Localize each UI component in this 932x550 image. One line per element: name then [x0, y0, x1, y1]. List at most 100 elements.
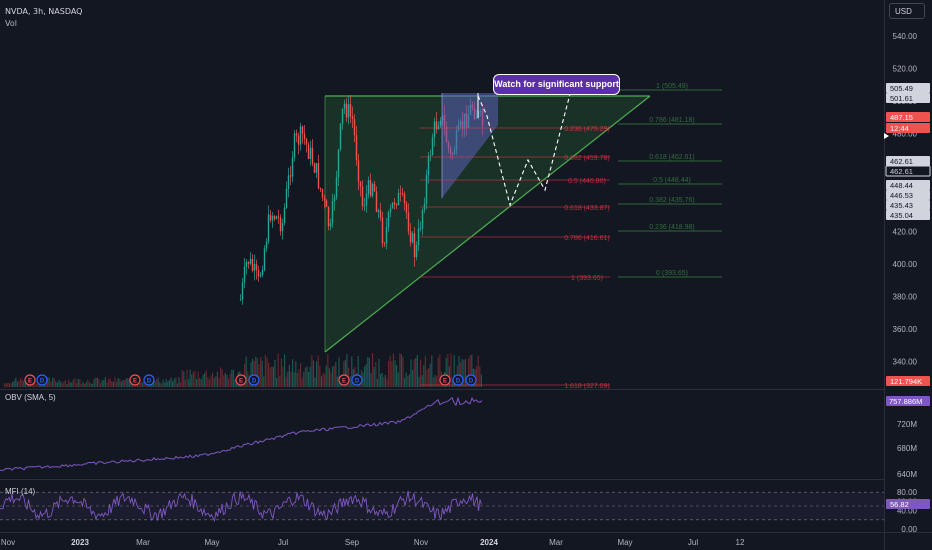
fib-level-label: 0.786 (481.18) — [649, 117, 695, 124]
volume-bar — [180, 382, 182, 387]
volume-bar — [111, 381, 113, 387]
fib-level-label: 0.5 (448.44) — [653, 177, 691, 184]
volume-bar — [15, 377, 17, 387]
volume-bar — [480, 374, 482, 387]
price-tick-label: 400.00 — [893, 260, 918, 269]
candle-body — [319, 188, 322, 190]
volume-bar — [175, 377, 177, 387]
earnings-marker[interactable]: E — [338, 374, 350, 386]
volume-bar — [372, 353, 374, 387]
volume-bar — [346, 354, 348, 387]
fib-retracement-right[interactable]: 1 (505.49) 0.786 (481.18) 0.618 (462.61) 0.… — [618, 83, 722, 278]
volume-bar — [431, 355, 433, 387]
time-axis[interactable]: Nov 2023 Mar May Jul Sep Nov 2024 Mar May Jul 12 — [1, 538, 745, 547]
candle-body — [341, 108, 344, 124]
time-tick-label: Mar — [136, 538, 150, 547]
candle-body — [407, 212, 410, 232]
candle-body — [347, 104, 350, 118]
symbol-title[interactable]: NVDA, 3h, NASDAQ — [5, 7, 83, 16]
marker-circle — [452, 374, 464, 386]
candle-body — [431, 137, 434, 155]
volume-bar — [445, 357, 447, 387]
support-callout[interactable]: Watch for significant support — [493, 74, 620, 95]
earnings-marker[interactable]: E — [24, 374, 36, 386]
volume-bar — [173, 378, 175, 387]
earnings-marker[interactable]: E — [439, 374, 451, 386]
volume-bar — [460, 362, 462, 387]
candle-body — [253, 264, 256, 271]
volume-bar — [77, 378, 79, 387]
candle-body — [371, 183, 374, 196]
candle-body — [321, 189, 324, 198]
earnings-marker[interactable]: E — [235, 374, 247, 386]
dividend-marker[interactable]: D — [452, 374, 464, 386]
volume-bar — [260, 357, 262, 387]
volume-bar — [202, 374, 204, 387]
dividend-marker[interactable]: D — [36, 374, 48, 386]
volume-bar — [436, 376, 438, 387]
volume-bar — [279, 375, 281, 387]
volume-bar — [181, 369, 183, 387]
volume-bar — [298, 369, 300, 387]
candle-body — [271, 216, 274, 221]
candle-body — [415, 245, 418, 258]
volume-bar — [407, 376, 409, 387]
mfi-line — [0, 490, 884, 523]
candle-body — [311, 147, 314, 164]
obv-series-line — [0, 396, 483, 472]
marker-circle — [439, 374, 451, 386]
dividend-marker[interactable]: D — [351, 374, 363, 386]
volume-bar — [10, 383, 12, 387]
volume-bar — [13, 380, 15, 387]
fib-level-label: 0.618 (462.61) — [649, 154, 695, 161]
price-tick-label: 340.00 — [893, 358, 918, 367]
dividend-marker[interactable]: D — [143, 374, 155, 386]
volume-bar — [413, 359, 415, 387]
volume-bar — [402, 356, 404, 387]
candle-body — [245, 262, 248, 267]
volume-bar — [16, 381, 18, 387]
volume-label[interactable]: Vol — [5, 19, 17, 28]
volume-bar — [82, 381, 84, 387]
candle-body — [299, 126, 302, 145]
candle-body — [283, 207, 286, 223]
candle-body — [439, 120, 442, 126]
candle-body — [343, 103, 346, 109]
candle-body — [419, 228, 422, 230]
currency-button[interactable]: USD — [889, 3, 925, 19]
candle-body — [329, 223, 332, 227]
volume-bar — [296, 372, 298, 387]
candle-body — [421, 209, 424, 229]
projected-price-path[interactable] — [477, 93, 571, 207]
volume-bar — [204, 373, 206, 387]
volume-bar — [309, 366, 311, 387]
marker-circle — [235, 374, 247, 386]
fib-retracement-left[interactable]: 0.236 (475.29) 0.382 (459.78) 0.5 (446.80)… — [420, 126, 610, 390]
candle-body — [397, 192, 400, 206]
projection-box[interactable] — [441, 93, 498, 198]
candle-body — [259, 274, 262, 277]
marker-circle — [351, 374, 363, 386]
price-badge-label: 435.43 — [890, 201, 913, 210]
volume-bar — [5, 383, 7, 387]
volume-bar — [338, 357, 340, 387]
candle-body — [427, 155, 430, 176]
candle-body — [257, 270, 260, 277]
volume-bar — [124, 380, 126, 387]
dividend-marker[interactable]: D — [248, 374, 260, 386]
volume-bar — [231, 369, 233, 387]
volume-bar — [319, 365, 321, 387]
volume-bar — [264, 354, 266, 387]
price-badge-label: 462.61 — [890, 157, 913, 166]
volume-bar — [141, 382, 143, 387]
earnings-marker[interactable]: E — [129, 374, 141, 386]
price-badge-label: 446.53 — [890, 191, 913, 200]
volume-bar — [327, 353, 329, 387]
fib-level-label: 1.618 (327.09) — [564, 383, 610, 390]
volume-bar — [394, 360, 396, 387]
volume-bar — [48, 377, 50, 387]
dividend-marker[interactable]: D — [465, 374, 477, 386]
volume-bar — [220, 367, 222, 387]
